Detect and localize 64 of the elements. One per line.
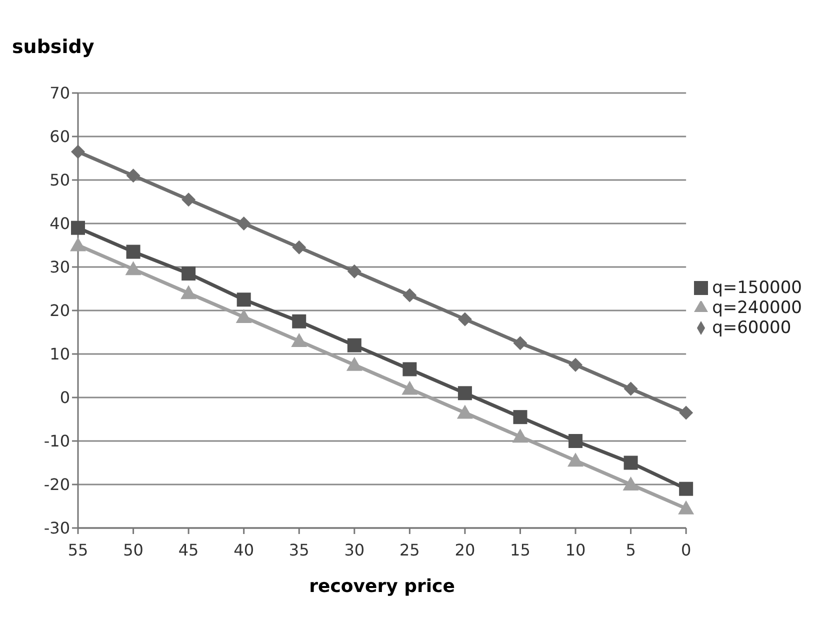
x-tick-label: 40 (234, 540, 254, 560)
point (568, 358, 583, 372)
point (679, 406, 694, 420)
x-tick-label: 0 (680, 540, 692, 560)
y-tick-label: -30 (44, 518, 70, 538)
point (70, 237, 86, 252)
point (292, 314, 306, 328)
point (456, 404, 473, 419)
x-tick-label: 5 (626, 540, 636, 560)
point (182, 192, 196, 207)
x-tick-label: 50 (123, 540, 144, 560)
y-tick-label: 0 (60, 388, 70, 408)
point (679, 482, 694, 496)
point (458, 386, 472, 400)
point (182, 266, 196, 281)
y-tick-label: -20 (44, 475, 70, 494)
point (236, 309, 252, 324)
y-tick-label: 70 (50, 84, 70, 103)
y-tick-label: 60 (50, 127, 70, 146)
x-tick-label: 20 (454, 540, 476, 560)
legend-label: q=240000 (712, 298, 802, 318)
point (568, 452, 584, 467)
point (347, 338, 362, 352)
x-tick-label: 10 (565, 540, 586, 560)
point (624, 382, 638, 396)
x-tick-label: 30 (344, 540, 365, 560)
y-tick-label: 10 (50, 344, 70, 364)
point (291, 332, 308, 347)
point (513, 336, 528, 350)
x-tick-label: 35 (288, 540, 310, 560)
point (678, 500, 694, 514)
point (236, 216, 251, 230)
point (126, 244, 140, 259)
x-tick-label: 55 (68, 540, 88, 560)
legend-label: q=60000 (712, 318, 792, 338)
y-tick-label: 30 (50, 258, 70, 277)
y-tick-label: 40 (50, 214, 70, 234)
point (622, 476, 639, 490)
point (71, 220, 85, 235)
point (125, 261, 142, 276)
point (292, 240, 306, 254)
point (71, 144, 85, 159)
point (347, 264, 362, 278)
point (402, 288, 417, 302)
point (346, 356, 362, 371)
x-tick-label: 15 (510, 540, 530, 560)
point (458, 312, 472, 326)
point (512, 428, 528, 443)
point (402, 380, 418, 395)
point (236, 292, 251, 307)
point (568, 434, 583, 448)
point (126, 168, 140, 183)
chart-title: subsidy (12, 36, 94, 58)
y-tick-label: -10 (44, 432, 70, 451)
point (402, 362, 417, 376)
y-tick-label: 20 (50, 301, 70, 320)
point (513, 410, 528, 424)
point (180, 285, 197, 300)
x-tick-label: 25 (399, 540, 420, 560)
x-tick-label: 45 (178, 540, 199, 560)
y-tick-label: 50 (50, 170, 70, 190)
x-axis-title: recovery price (309, 576, 455, 597)
legend-label: q=150000 (712, 278, 802, 298)
point (624, 456, 638, 470)
